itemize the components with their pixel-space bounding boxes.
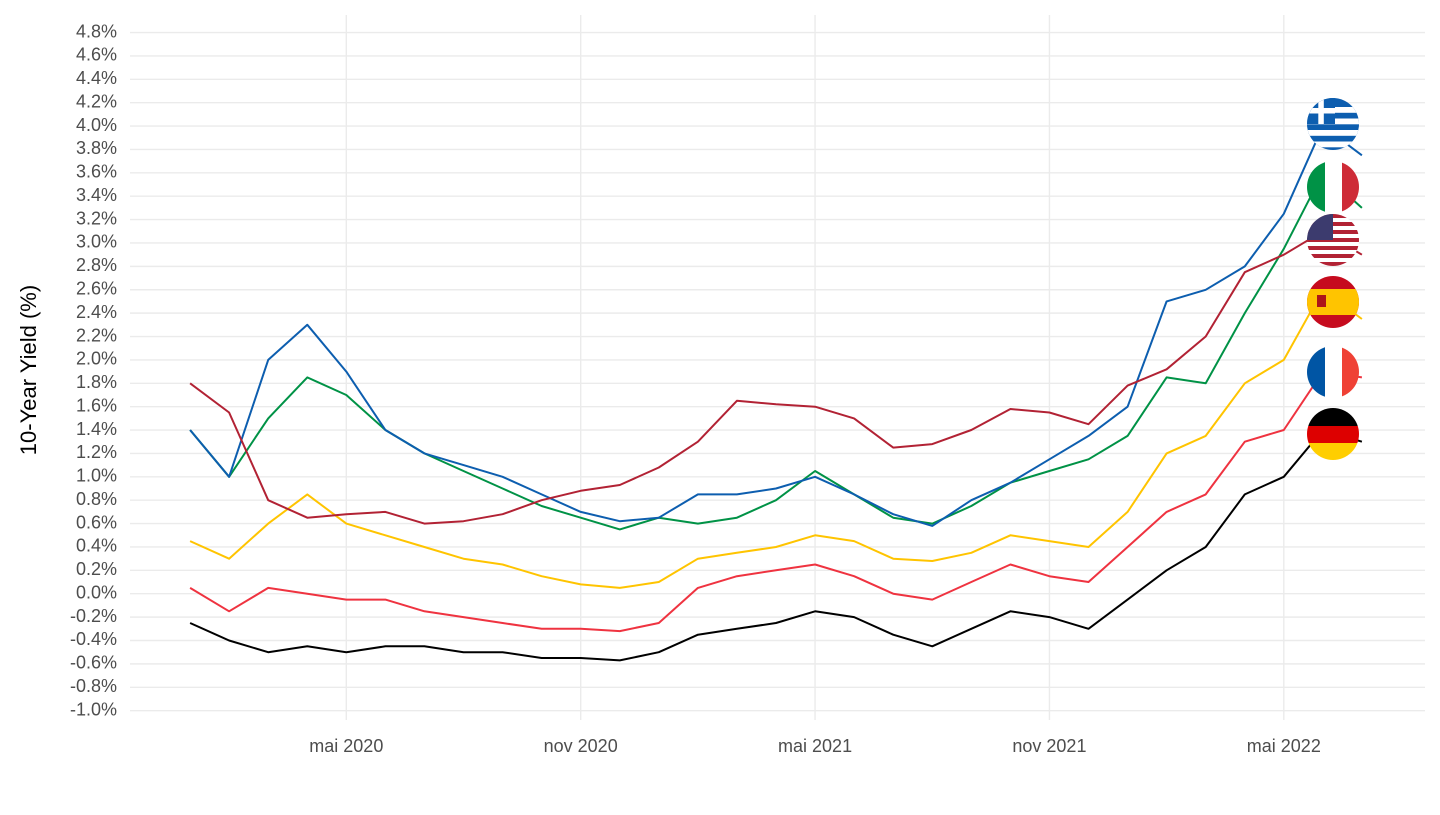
y-tick-label: -1.0% xyxy=(70,699,117,719)
y-tick-label: 0.8% xyxy=(76,489,117,509)
y-axis-label: 10-Year Yield (%) xyxy=(16,285,41,455)
y-tick-label: -0.2% xyxy=(70,606,117,626)
flag-france xyxy=(1307,346,1359,398)
y-tick-label: 1.6% xyxy=(76,395,117,415)
series-line xyxy=(189,230,1363,525)
y-tick-label: 4.0% xyxy=(76,115,117,135)
flag-germany xyxy=(1307,408,1359,460)
y-tick-label: 4.2% xyxy=(76,91,117,111)
x-tick-label: mai 2021 xyxy=(778,736,852,756)
y-tick-label: 2.8% xyxy=(76,255,117,275)
series-line xyxy=(189,125,1363,527)
y-tick-label: 1.2% xyxy=(76,442,117,462)
y-tick-label: 0.2% xyxy=(76,559,117,579)
y-tick-label: 1.0% xyxy=(76,466,117,486)
y-tick-label: 3.2% xyxy=(76,208,117,228)
series-line xyxy=(189,370,1363,633)
y-tick-label: -0.4% xyxy=(70,629,117,649)
y-tick-label: 2.4% xyxy=(76,302,117,322)
y-tick-label: 1.4% xyxy=(76,419,117,439)
y-tick-label: 3.4% xyxy=(76,185,117,205)
y-tick-label: 4.6% xyxy=(76,45,117,65)
y-tick-label: 2.6% xyxy=(76,279,117,299)
y-tick-label: 4.8% xyxy=(76,21,117,41)
y-tick-label: 3.6% xyxy=(76,162,117,182)
flag-usa xyxy=(1307,214,1359,266)
grid xyxy=(130,15,1425,720)
y-tick-label: 4.4% xyxy=(76,68,117,88)
y-tick-label: 2.2% xyxy=(76,325,117,345)
y-tick-label: -0.6% xyxy=(70,653,117,673)
y-tick-label: 2.0% xyxy=(76,349,117,369)
flags xyxy=(1307,98,1359,460)
flag-italy xyxy=(1307,161,1359,213)
y-tick-label: 3.0% xyxy=(76,232,117,252)
series-line xyxy=(189,171,1363,531)
flag-greece xyxy=(1307,98,1359,150)
y-tick-label: 0.4% xyxy=(76,536,117,556)
x-tick-label: nov 2020 xyxy=(544,736,618,756)
y-tick-label: 0.0% xyxy=(76,582,117,602)
x-tick-label: nov 2021 xyxy=(1012,736,1086,756)
lines xyxy=(189,125,1363,662)
x-tick-label: mai 2022 xyxy=(1247,736,1321,756)
y-tick-label: 0.6% xyxy=(76,512,117,532)
y-tick-label: 1.8% xyxy=(76,372,117,392)
series-line xyxy=(189,288,1363,589)
y-tick-label: -0.8% xyxy=(70,676,117,696)
y-tick-label: 3.8% xyxy=(76,138,117,158)
flag-spain xyxy=(1307,276,1359,328)
x-tick-label: mai 2020 xyxy=(309,736,383,756)
series-line xyxy=(189,429,1363,662)
